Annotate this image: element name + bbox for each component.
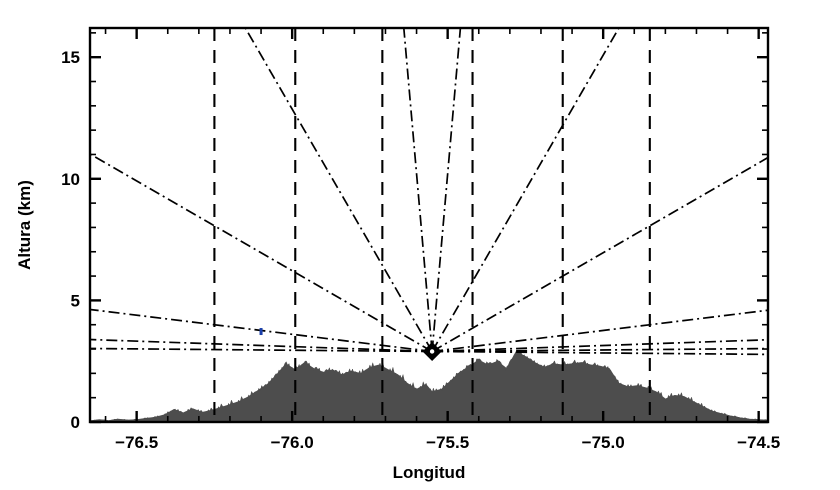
radar-beam-lines bbox=[90, 28, 768, 356]
y-tick-label: 10 bbox=[61, 170, 80, 189]
x-axis-title: Longitud bbox=[393, 463, 466, 482]
highlight-point-marker bbox=[259, 328, 263, 336]
y-tick-label: 0 bbox=[71, 413, 80, 432]
x-tick-label: −75.5 bbox=[426, 433, 469, 452]
axis-ticks bbox=[90, 28, 768, 424]
y-tick-label: 5 bbox=[71, 291, 80, 310]
x-tick-label: −74.5 bbox=[737, 433, 780, 452]
station-marker bbox=[422, 341, 442, 362]
y-tick-labels: 0 5 10 15 bbox=[61, 48, 80, 432]
terrain-profile-area bbox=[90, 349, 768, 422]
x-tick-label: −76.5 bbox=[115, 433, 158, 452]
x-tick-label: −76.0 bbox=[271, 433, 314, 452]
y-tick-label: 15 bbox=[61, 48, 80, 67]
plot-area bbox=[90, 28, 768, 422]
y-axis-title: Altura (km) bbox=[15, 180, 34, 270]
x-tick-labels: −76.5 −76.0 −75.5 −75.0 −74.5 bbox=[115, 433, 780, 452]
axes-frame bbox=[88, 26, 770, 424]
x-tick-label: −75.0 bbox=[582, 433, 625, 452]
